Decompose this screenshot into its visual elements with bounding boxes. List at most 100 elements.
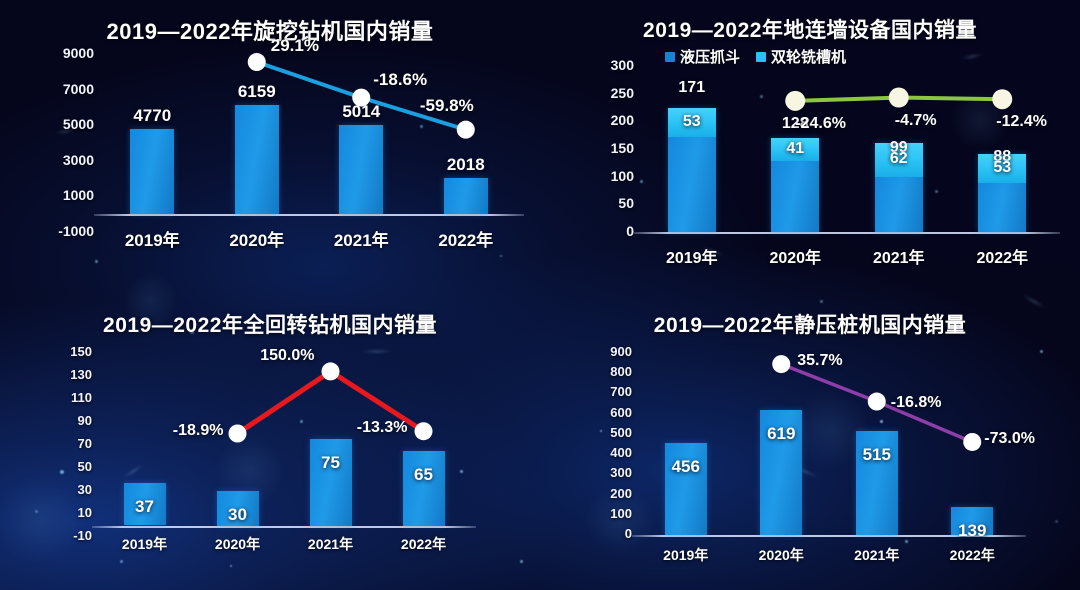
line-data-point-marker[interactable] [785,91,805,111]
chart-title-static-pile-driver: 2019—2022年静压桩机国内销量 [540,309,1080,339]
bar-value-label: 139 [922,521,1022,541]
y-axis-tick-label: 200 [576,486,632,501]
growth-rate-label: -16.8% [891,394,1021,412]
line-data-point-marker[interactable] [248,53,266,71]
bar-value-label-double-wheel-cutter: 41 [750,140,840,158]
y-axis-tick-label: 9000 [38,45,94,61]
x-axis-tick-label: 2019年 [632,244,752,268]
y-axis-tick-label: 90 [36,413,92,428]
bar-value-label: 515 [827,445,927,465]
x-axis-tick-label: 2020年 [197,226,317,251]
y-axis-tick-label: 7000 [38,81,94,97]
x-axis-line [92,526,476,528]
y-axis-tick-label: 150 [578,140,634,156]
y-axis-tick-label: 800 [576,364,632,379]
growth-rate-label: -18.9% [94,422,224,440]
y-axis-tick-label: 30 [36,482,92,497]
growth-rate-label: -12.4% [996,113,1080,131]
x-axis-tick-label: 2022年 [942,244,1062,268]
line-data-point-marker[interactable] [868,393,886,411]
y-axis-tick-label: 130 [36,367,92,382]
chart-panel-full-rotary-drilling-rig: 2019—2022年全回转钻机国内销量 150 130 110 90 70 50 30 10 -… [0,295,540,590]
bar-value-label: 75 [281,453,381,473]
bar-value-label: 37 [95,497,195,517]
y-axis-tick-label: 300 [576,465,632,480]
line-data-point-marker[interactable] [772,355,790,373]
line-data-point-marker[interactable] [457,121,475,139]
x-axis-tick-label: 2020年 [735,244,855,268]
line-data-point-marker[interactable] [889,88,909,108]
y-axis-tick-label: 200 [578,112,634,128]
bar-segment-hydraulic-grab[interactable] [668,137,716,232]
y-axis-tick-label: 150 [36,344,92,359]
y-axis-tick-label: 50 [36,459,92,474]
y-axis-tick-label: -1000 [38,223,94,239]
growth-rate-label: -18.6% [373,70,503,90]
bar[interactable] [444,178,488,214]
x-axis-tick-label: 2022年 [364,534,484,554]
x-axis-line [94,214,524,216]
chart-title-diaphragm-wall-equipment: 2019—2022年地连墙设备国内销量 [540,14,1080,44]
bar-segment-hydraulic-grab[interactable] [771,161,819,232]
y-axis-tick-label: 5000 [38,116,94,132]
line-data-point-marker[interactable] [415,422,433,440]
bar-segment-hydraulic-grab[interactable] [978,183,1026,232]
x-axis-tick-label: 2022年 [406,226,526,251]
chart-panel-static-pile-driver: 2019—2022年静压桩机国内销量 900 800 700 600 500 400 300… [540,295,1080,590]
plot-area-rotary-drilling-rig: 9000 7000 5000 3000 1000 -1000 4770 6159 5014 201… [0,40,540,290]
bar-value-label: 456 [636,457,736,477]
y-axis-tick-label: 1000 [38,187,94,203]
bar-segment-hydraulic-grab[interactable] [875,177,923,232]
y-axis-tick-label: 100 [578,168,634,184]
x-axis-line [634,232,1060,234]
bar-value-label-double-wheel-cutter: 62 [854,150,944,168]
y-axis-tick-label: 700 [576,384,632,399]
growth-rate-label: -73.0% [984,430,1080,448]
growth-rate-label: 35.7% [797,352,927,370]
growth-rate-label: -59.8% [344,96,474,116]
y-axis-tick-label: 900 [576,344,632,359]
bar[interactable] [130,129,174,214]
chart-panel-diaphragm-wall-equipment: 2019—2022年地连墙设备国内销量 液压抓斗 双轮铣槽机 300 250 200… [540,0,1080,295]
bar[interactable] [235,105,279,215]
growth-rate-label: 29.1% [271,36,401,56]
bar-value-label: 6159 [207,82,307,102]
y-axis-tick-label: 100 [576,506,632,521]
y-axis-tick-label: 0 [576,526,632,541]
x-axis-tick-label: 2021年 [839,244,959,268]
line-data-point-marker[interactable] [322,362,340,380]
line-data-point-marker[interactable] [963,433,981,451]
bar[interactable] [339,125,383,214]
plot-area-diaphragm-wall-equipment: 300 250 200 150 100 50 0 171 53 128 41 99 62 88 53 2019… [540,50,1080,290]
chart-title-full-rotary-drilling-rig: 2019—2022年全回转钻机国内销量 [0,309,540,339]
plot-area-static-pile-driver: 900 800 700 600 500 400 300 200 100 0 456 619 515 139… [540,339,1080,587]
chart-panel-rotary-drilling-rig: 2019—2022年旋挖钻机国内销量 9000 7000 5000 3000 1000-… [0,0,540,295]
y-axis-tick-label: 70 [36,436,92,451]
y-axis-tick-label: 400 [576,445,632,460]
line-path [795,98,1002,101]
y-axis-tick-label: 3000 [38,152,94,168]
y-axis-tick-label: 10 [36,505,92,520]
growth-rate-label: -13.3% [278,419,408,437]
y-axis-tick-label: 600 [576,405,632,420]
y-axis-tick-label: 300 [578,57,634,73]
y-axis-tick-label: 50 [578,195,634,211]
growth-rate-label: 150.0% [185,347,315,365]
plot-area-full-rotary-drilling-rig: 150 130 110 90 70 50 30 10 -10 37 30 75 65 2019年 2020年… [0,339,540,587]
bar-value-label-hydraulic-grab: 171 [647,79,737,97]
bar-value-label: 30 [188,505,288,525]
bar-value-label-double-wheel-cutter: 53 [957,159,1047,177]
x-axis-tick-label: 2022年 [912,545,1032,565]
line-data-point-marker[interactable] [992,89,1012,109]
y-axis-tick-label: 500 [576,425,632,440]
bar-value-label: 2018 [416,155,516,175]
bar[interactable] [403,451,445,526]
y-axis-tick-label: 250 [578,85,634,101]
y-axis-tick-label: 110 [36,390,92,405]
bar-value-label: 65 [374,465,474,485]
bar-value-label-double-wheel-cutter: 53 [647,113,737,131]
y-axis-tick-label: 0 [578,223,634,239]
bar-value-label: 619 [731,424,831,444]
line-data-point-marker[interactable] [229,425,247,443]
x-axis-tick-label: 2021年 [301,226,421,251]
